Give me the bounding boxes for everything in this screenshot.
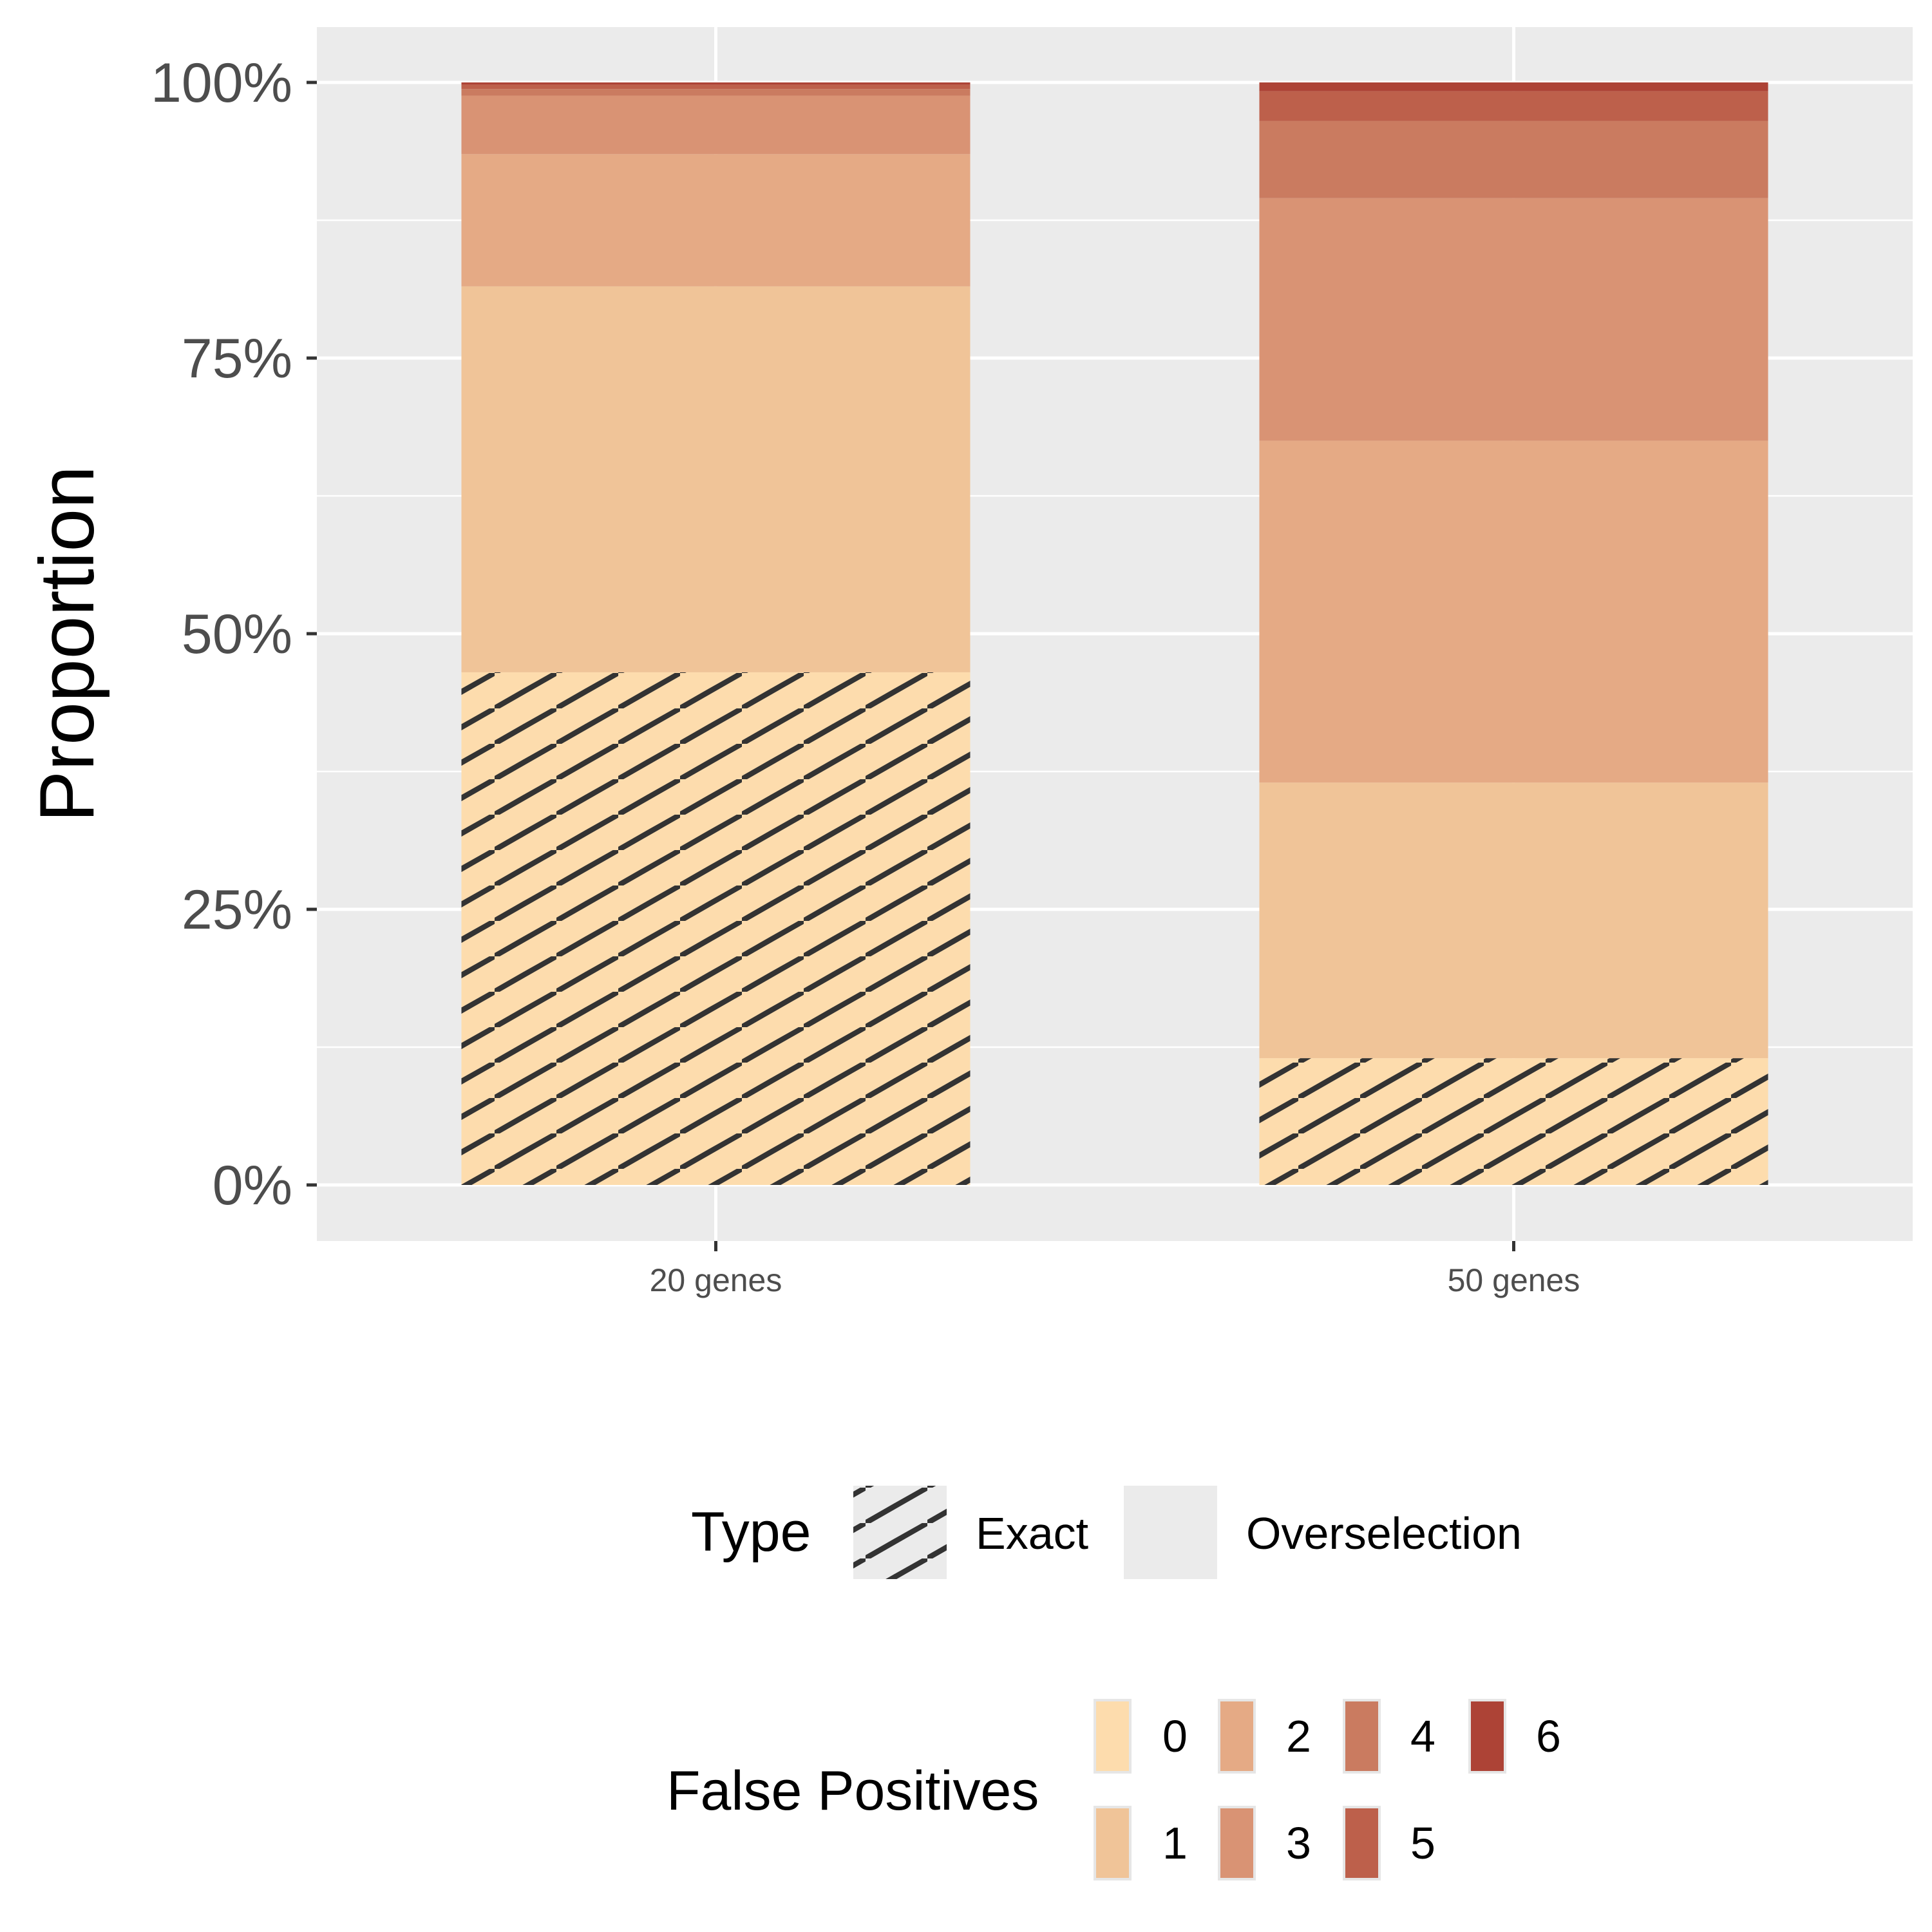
x-tick-label: 50 genes [1448, 1262, 1580, 1298]
legend-label-fp-1: 1 [1162, 1818, 1188, 1868]
bar-segment [461, 89, 971, 96]
type-legend-title: Type [691, 1501, 811, 1563]
y-axis: 0% 25% 50% 75% 100% [151, 52, 317, 1217]
bar-segment [1259, 91, 1768, 121]
legend-key-fp-0 [1094, 1699, 1132, 1774]
false-positives-legend: False Positives 0 1 2 3 4 5 6 [667, 1699, 1561, 1880]
legend-label-fp-3: 3 [1286, 1818, 1311, 1868]
legend-label-overselection: Overselection [1246, 1508, 1522, 1558]
legend-label-exact: Exact [976, 1508, 1088, 1558]
false-positives-legend-title: False Positives [667, 1760, 1039, 1822]
y-tick-label: 50% [182, 603, 292, 665]
legend-key-fp-5 [1343, 1806, 1381, 1880]
legend-key-fp-1 [1094, 1806, 1132, 1880]
legend-label-fp-0: 0 [1162, 1711, 1188, 1761]
legend-key-fp-6 [1468, 1699, 1506, 1774]
y-tick-label: 100% [151, 52, 292, 114]
legend-key-exact [853, 1486, 947, 1579]
legend-key-exact-hatch [853, 1486, 947, 1579]
y-axis-title: Proportion [24, 466, 110, 822]
bar-segment [1259, 440, 1768, 783]
bar-segment [1259, 82, 1768, 91]
legend-key-fp-2 [1218, 1699, 1256, 1774]
legend-label-fp-5: 5 [1410, 1818, 1435, 1868]
legend-key-fp-4 [1343, 1699, 1381, 1774]
bar-segment [1259, 782, 1768, 1059]
bars-group [461, 82, 1768, 1185]
legend-key-fp-3 [1218, 1806, 1256, 1880]
y-tick-label: 25% [182, 879, 292, 941]
legend-label-fp-2: 2 [1286, 1711, 1311, 1761]
bar-hatch [1259, 1058, 1768, 1185]
bar-segment [461, 82, 971, 85]
bar-segment [461, 286, 971, 672]
y-tick-label: 0% [213, 1155, 292, 1217]
bar-segment [461, 84, 971, 90]
legend-label-fp-6: 6 [1536, 1711, 1561, 1761]
bar-segment [461, 154, 971, 287]
type-legend: Type Exact Overselection [691, 1486, 1522, 1579]
bar-segment [1259, 198, 1768, 441]
x-tick-label: 20 genes [650, 1262, 782, 1298]
legend-label-fp-4: 4 [1410, 1711, 1435, 1761]
bar-hatch [461, 672, 971, 1185]
legend-key-overselection [1124, 1486, 1217, 1579]
bar-segment [1259, 120, 1768, 198]
x-axis: 20 genes 50 genes [650, 1241, 1580, 1298]
y-tick-label: 75% [182, 328, 292, 390]
bar-segment [461, 95, 971, 155]
